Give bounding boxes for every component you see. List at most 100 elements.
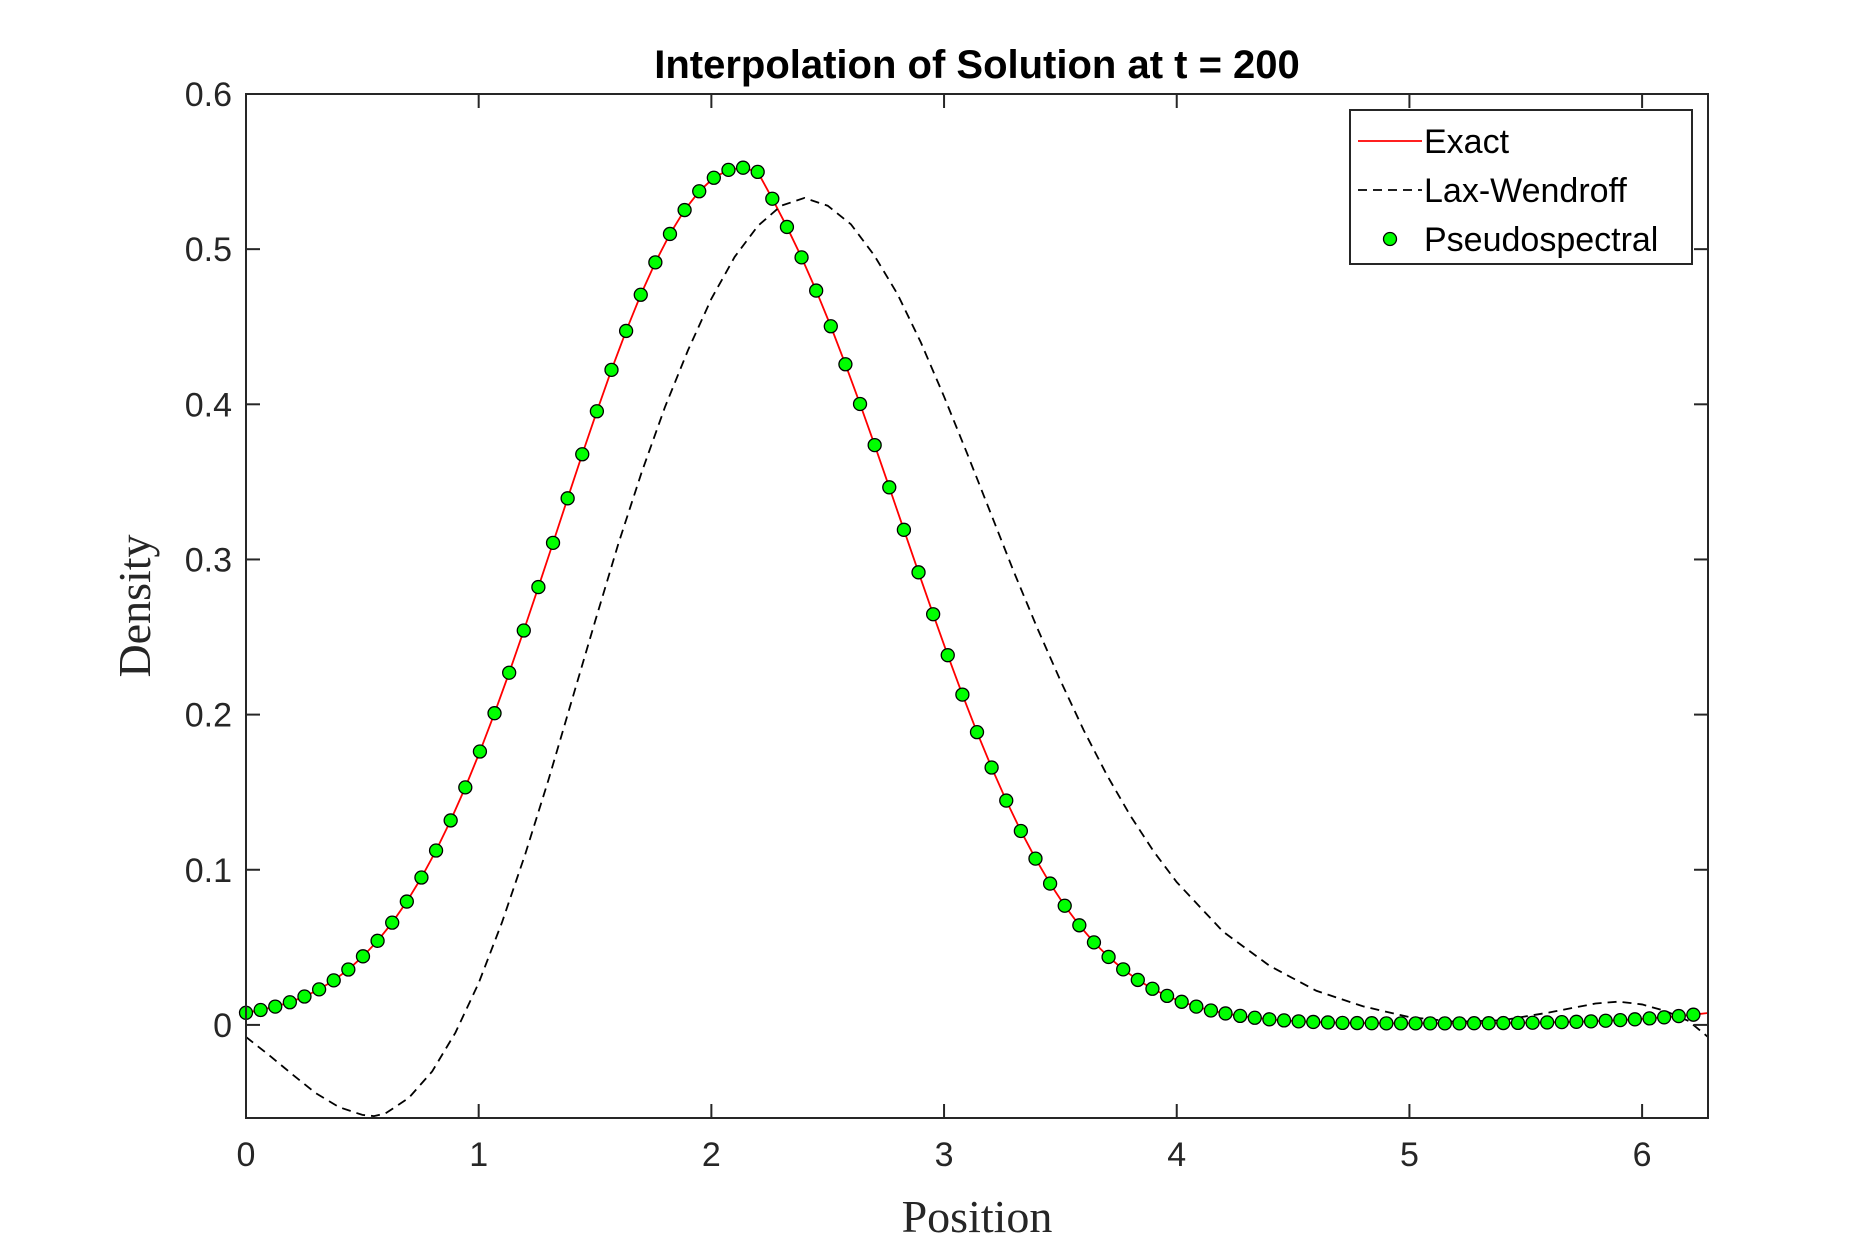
data-point-pseudospectral <box>823 319 838 334</box>
data-point-pseudospectral <box>925 607 941 622</box>
data-point-pseudospectral <box>618 323 634 339</box>
data-point-pseudospectral <box>1072 918 1087 933</box>
data-point-pseudospectral <box>253 1002 268 1018</box>
data-point-pseudospectral <box>794 250 809 265</box>
y-tick-label: 0 <box>213 1007 232 1045</box>
x-tick-label: 5 <box>1400 1136 1419 1174</box>
legend-label-pseudospectral: Pseudospectral <box>1424 221 1658 259</box>
data-point-pseudospectral <box>1189 999 1204 1014</box>
data-point-pseudospectral <box>428 843 444 858</box>
data-point-pseudospectral <box>502 665 517 680</box>
series-line-lax-wendroff <box>246 197 1708 1118</box>
data-point-pseudospectral <box>1437 1016 1452 1031</box>
data-point-pseudospectral <box>765 191 780 206</box>
x-tick-label: 4 <box>1167 1136 1186 1174</box>
data-point-pseudospectral <box>1203 1003 1219 1018</box>
data-point-pseudospectral <box>1174 994 1189 1009</box>
data-point-pseudospectral <box>1481 1016 1496 1031</box>
data-point-pseudospectral <box>852 396 868 412</box>
data-point-pseudospectral <box>969 724 985 740</box>
data-point-pseudospectral <box>896 522 912 537</box>
data-point-pseudospectral <box>1583 1014 1599 1029</box>
data-point-pseudospectral <box>575 447 590 462</box>
data-point-pseudospectral <box>1686 1007 1701 1022</box>
data-point-pseudospectral <box>1466 1016 1482 1031</box>
data-point-pseudospectral <box>677 202 692 218</box>
axes-box <box>245 93 1709 1119</box>
data-point-pseudospectral <box>1218 1006 1233 1021</box>
data-point-pseudospectral <box>1262 1012 1277 1027</box>
data-point-pseudospectral <box>1496 1015 1511 1031</box>
data-point-pseudospectral <box>633 287 648 302</box>
data-point-pseudospectral <box>1540 1015 1555 1030</box>
data-point-pseudospectral <box>779 219 795 235</box>
data-point-pseudospectral <box>1452 1016 1467 1031</box>
legend-box <box>1349 109 1693 265</box>
data-point-pseudospectral <box>443 813 458 828</box>
series-markers-pseudospectral <box>238 160 1701 1031</box>
data-point-pseudospectral <box>1423 1016 1438 1031</box>
data-point-pseudospectral <box>516 623 531 638</box>
data-point-pseudospectral <box>955 687 970 702</box>
data-point-pseudospectral <box>1306 1014 1321 1030</box>
legend-swatch-pseudospectral <box>1382 231 1398 247</box>
y-tick-label: 0.3 <box>185 541 232 579</box>
data-point-pseudospectral <box>1656 1010 1672 1025</box>
data-point-pseudospectral <box>1086 935 1102 950</box>
legend-label-lax-wendroff: Lax-Wendroff <box>1424 172 1627 210</box>
y-tick-label: 0.4 <box>185 386 232 424</box>
data-point-pseudospectral <box>1554 1014 1569 1030</box>
data-point-pseudospectral <box>326 973 341 988</box>
data-point-pseudospectral <box>1408 1016 1423 1031</box>
y-tick-label: 0.1 <box>185 852 232 890</box>
data-point-pseudospectral <box>399 894 414 909</box>
legend: Exact Lax-Wendroff Pseudospectral <box>1349 109 1693 265</box>
data-point-pseudospectral <box>268 999 283 1014</box>
x-tick-label: 6 <box>1633 1136 1652 1174</box>
data-point-pseudospectral <box>1101 949 1116 965</box>
x-tick-label: 1 <box>469 1136 488 1174</box>
data-point-pseudospectral <box>355 949 371 964</box>
x-tick-label: 2 <box>702 1136 721 1174</box>
data-point-pseudospectral <box>1028 851 1043 866</box>
data-point-pseudospectral <box>750 164 765 180</box>
y-tick-label: 0.6 <box>185 76 232 114</box>
data-point-pseudospectral <box>1130 972 1145 988</box>
data-point-pseudospectral <box>1335 1015 1350 1031</box>
data-point-pseudospectral <box>341 962 356 977</box>
x-axis-label: Position <box>902 1191 1053 1242</box>
data-point-pseudospectral <box>1116 962 1131 977</box>
data-point-pseudospectral <box>1393 1016 1409 1031</box>
data-point-pseudospectral <box>1642 1011 1657 1026</box>
data-point-pseudospectral <box>1159 988 1175 1004</box>
data-point-pseudospectral <box>604 362 619 378</box>
y-tick-label: 0.5 <box>185 231 232 269</box>
data-point-pseudospectral <box>1042 876 1058 891</box>
chart-title: Interpolation of Solution at t = 200 <box>654 43 1300 87</box>
data-point-pseudospectral <box>706 170 721 185</box>
data-point-pseudospectral <box>809 283 824 298</box>
data-point-pseudospectral <box>589 404 605 419</box>
data-point-pseudospectral <box>385 915 400 930</box>
data-point-pseudospectral <box>867 437 882 453</box>
data-point-pseudospectral <box>692 184 707 199</box>
data-point-pseudospectral <box>1276 1013 1292 1028</box>
data-point-pseudospectral <box>662 226 678 242</box>
data-point-pseudospectral <box>1233 1008 1248 1024</box>
data-point-pseudospectral <box>1013 823 1029 839</box>
data-point-pseudospectral <box>911 565 926 580</box>
data-point-pseudospectral <box>999 793 1014 808</box>
data-point-pseudospectral <box>414 870 429 885</box>
data-point-pseudospectral <box>545 535 561 550</box>
data-point-pseudospectral <box>1364 1016 1379 1031</box>
legend-label-exact: Exact <box>1424 123 1510 161</box>
x-tick-label: 0 <box>237 1136 256 1174</box>
data-point-pseudospectral <box>1247 1010 1262 1025</box>
y-axis-label: Density <box>109 534 160 677</box>
data-point-pseudospectral <box>882 480 897 495</box>
data-point-pseudospectral <box>984 760 999 775</box>
data-point-pseudospectral <box>1598 1013 1613 1028</box>
data-point-pseudospectral <box>1613 1012 1628 1028</box>
data-point-pseudospectral <box>311 982 327 997</box>
axes-layer: 0 1 2 3 4 5 6 0 0.1 0.2 0.3 0.4 0.5 0.6 <box>185 76 1709 1174</box>
